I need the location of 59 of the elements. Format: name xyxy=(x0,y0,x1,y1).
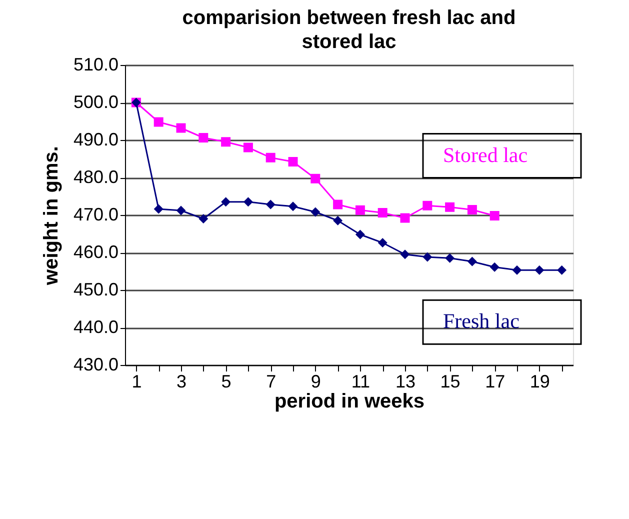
point xyxy=(355,230,365,240)
point xyxy=(422,252,432,262)
point xyxy=(266,200,276,210)
point xyxy=(445,253,455,263)
y-tick-label: 450.0 xyxy=(73,280,118,300)
x-tick-label: 1 xyxy=(132,372,142,392)
x-tick-label: 3 xyxy=(176,372,187,392)
point xyxy=(355,205,365,215)
y-tick-label: 480.0 xyxy=(73,167,118,187)
y-tick-label: 490.0 xyxy=(73,130,118,150)
point xyxy=(154,204,164,214)
point xyxy=(400,213,410,223)
point xyxy=(378,208,388,218)
point xyxy=(445,202,455,212)
point xyxy=(243,197,253,207)
y-tick-label: 510.0 xyxy=(73,54,118,74)
point xyxy=(176,206,186,216)
point xyxy=(534,265,544,275)
x-tick-label: 19 xyxy=(530,372,550,392)
point xyxy=(400,250,410,260)
point xyxy=(288,202,298,212)
point xyxy=(221,197,231,207)
x-tick-label: 9 xyxy=(310,372,321,392)
point xyxy=(198,214,208,224)
x-tick-label: 7 xyxy=(266,372,276,392)
point xyxy=(490,262,500,272)
point xyxy=(288,157,298,166)
point xyxy=(176,123,186,133)
x-tick-label: 13 xyxy=(395,372,416,392)
point xyxy=(310,174,320,184)
point xyxy=(221,137,231,147)
point xyxy=(378,238,388,248)
x-tick-label: 11 xyxy=(351,372,370,392)
point xyxy=(490,211,500,220)
y-tick-label: 460.0 xyxy=(73,242,118,262)
x-axis-title: period in weeks xyxy=(274,390,425,412)
point xyxy=(243,142,253,152)
series-label: Fresh lac xyxy=(443,309,520,334)
point xyxy=(557,265,567,275)
y-tick-label: 470.0 xyxy=(73,204,118,224)
point xyxy=(422,200,432,210)
y-axis-title: weight in gms. xyxy=(40,146,62,286)
x-tick-label: 5 xyxy=(221,372,232,392)
point xyxy=(512,265,522,275)
series-label: Stored lac xyxy=(443,142,528,167)
point xyxy=(333,216,343,226)
point xyxy=(333,200,343,210)
x-tick-label: 15 xyxy=(440,372,460,392)
point xyxy=(266,152,276,162)
point xyxy=(467,256,477,266)
point xyxy=(154,117,164,127)
y-tick-label: 430.0 xyxy=(73,354,118,374)
y-tick-label: 500.0 xyxy=(73,92,118,112)
chart-title: comparision between fresh lac and stored lac xyxy=(182,7,516,53)
point xyxy=(310,207,320,217)
y-tick-label: 440.0 xyxy=(73,317,118,337)
point xyxy=(467,205,477,214)
x-tick-label: 17 xyxy=(485,372,506,392)
point xyxy=(198,133,208,142)
